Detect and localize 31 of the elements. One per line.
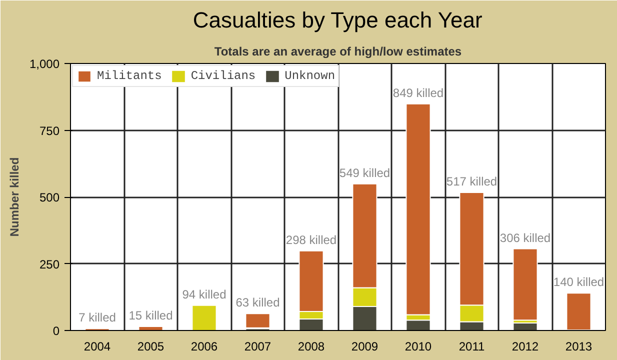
total-label: 140 killed <box>553 275 604 290</box>
y-tick-label: 1,000 <box>29 57 60 71</box>
chart-title: Casualties by Type each Year <box>192 8 482 32</box>
total-label: 849 killed <box>392 86 444 100</box>
chart-subtitle: Totals are an average of high/low estimates <box>214 44 462 58</box>
x-tick-label: 2007 <box>244 340 272 354</box>
x-tick-label: 2004 <box>84 340 111 354</box>
x-tick-label: 2008 <box>298 340 325 354</box>
x-tick-label: 2012 <box>512 340 539 354</box>
y-tick-label: 500 <box>39 190 60 204</box>
y-axis-title: Number killed <box>7 157 22 237</box>
y-tick-label: 750 <box>39 124 60 138</box>
x-tick-label: 2013 <box>565 340 592 354</box>
x-tick-label: 2009 <box>351 340 378 354</box>
x-tick-label: 2005 <box>137 340 164 354</box>
total-label: 94 killed <box>182 287 226 302</box>
total-label: 298 killed <box>286 232 337 247</box>
y-tick-label: 250 <box>39 257 60 272</box>
total-label: 15 killed <box>128 308 173 322</box>
total-label: 63 killed <box>236 296 280 310</box>
total-label: 7 killed <box>78 310 116 325</box>
legend-label: Unknown <box>284 69 336 83</box>
legend-label: Militants <box>97 69 162 83</box>
y-tick-label: 0 <box>52 324 60 338</box>
total-label: 549 killed <box>339 166 390 180</box>
legend-label: Civilians <box>190 69 256 83</box>
x-tick-label: 2006 <box>190 340 218 354</box>
x-tick-label: 2011 <box>458 340 485 354</box>
x-tick-label: 2010 <box>404 340 432 354</box>
total-label: 306 killed <box>500 230 551 245</box>
total-label: 517 killed <box>446 174 498 188</box>
